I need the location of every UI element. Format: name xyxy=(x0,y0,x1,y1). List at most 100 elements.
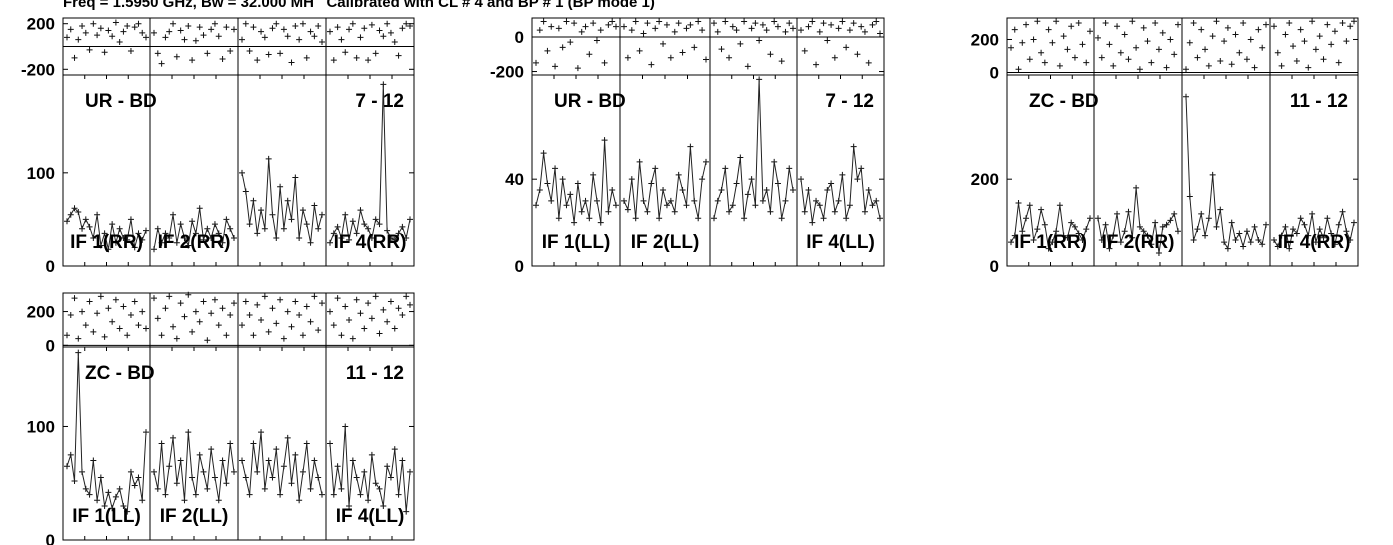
phase-point xyxy=(687,21,694,28)
amp-series-line xyxy=(1273,211,1355,249)
phase-point xyxy=(223,332,230,339)
phase-point xyxy=(219,56,226,63)
phase-point xyxy=(613,23,619,30)
panel-4: 200 0 100 0 ZC - BD 11 - 12 IF 1(LL) IF 2(LL) IF… xyxy=(27,291,415,545)
amp-point xyxy=(1087,215,1093,222)
phase-point xyxy=(1309,18,1316,25)
phase-point xyxy=(403,20,410,27)
y-tick-label: 200 xyxy=(27,303,55,322)
phase-point xyxy=(1098,54,1105,61)
phase-point xyxy=(1083,59,1090,66)
phase-point xyxy=(280,335,287,342)
phase-point xyxy=(196,24,203,31)
phase-point xyxy=(227,48,234,55)
phase-point xyxy=(372,293,379,300)
amp-point xyxy=(533,202,539,209)
y-tick-label: 0 xyxy=(515,257,524,276)
phase-point xyxy=(189,328,196,335)
phase-point xyxy=(763,27,770,34)
phase-point xyxy=(1202,46,1209,53)
amp-point xyxy=(319,211,325,218)
phase-point xyxy=(628,27,635,34)
y-tick-label: 0 xyxy=(46,336,55,355)
if-label: IF 4(LL) xyxy=(336,506,405,527)
phase-point xyxy=(1263,21,1269,28)
phase-point xyxy=(391,38,398,45)
phase-point xyxy=(265,328,272,335)
phase-point xyxy=(1095,34,1101,41)
phase-point xyxy=(208,26,215,33)
baseline-range-label: 7 - 12 xyxy=(825,91,874,112)
phase-point xyxy=(280,26,287,33)
phase-point xyxy=(820,20,827,27)
phase-point xyxy=(166,293,173,300)
phase-point xyxy=(64,34,70,41)
phase-point xyxy=(1114,23,1121,30)
phase-point xyxy=(1347,23,1354,30)
phase-point xyxy=(548,23,555,30)
phase-point xyxy=(64,332,70,339)
phase-point xyxy=(372,50,379,57)
phase-point xyxy=(846,27,853,34)
phase-point xyxy=(601,59,608,66)
phase-point xyxy=(660,40,667,47)
phase-point xyxy=(101,333,108,340)
phase-point xyxy=(143,325,149,332)
phase-point xyxy=(624,54,631,61)
phase-point xyxy=(346,317,353,323)
phase-point xyxy=(644,20,651,27)
baseline-label: UR - BD xyxy=(85,91,157,112)
phase-point xyxy=(239,36,245,43)
phase-point xyxy=(711,20,717,27)
phase-point xyxy=(349,335,356,342)
phase-point xyxy=(200,298,207,305)
phase-point xyxy=(835,25,842,32)
phase-point xyxy=(307,318,314,325)
phase-point xyxy=(1011,26,1018,33)
amp-series-line xyxy=(1097,187,1179,254)
baseline-range-label: 11 - 12 xyxy=(1290,91,1348,112)
phase-point xyxy=(296,311,303,318)
phase-point xyxy=(319,300,325,307)
phase-point xyxy=(544,47,551,54)
phase-point xyxy=(353,296,360,303)
phase-point xyxy=(307,28,314,35)
y-tick-label: -200 xyxy=(490,63,524,82)
phase-point xyxy=(143,34,149,41)
phase-point xyxy=(242,298,249,305)
phase-point xyxy=(86,298,93,305)
phase-point xyxy=(261,34,268,41)
phase-point xyxy=(1163,64,1170,71)
phase-point xyxy=(1224,24,1231,31)
phase-point xyxy=(609,18,616,25)
phase-point xyxy=(1331,28,1338,35)
phase-point xyxy=(231,300,237,307)
phase-point xyxy=(223,24,230,31)
phase-point xyxy=(219,305,226,312)
phase-point xyxy=(284,308,291,315)
panel-1: 200 -200 100 0 UR - BD 7 - 12 IF 1(RR) IF 2(RR)… xyxy=(21,15,415,276)
phase-point xyxy=(177,27,184,34)
y-tick-label: 200 xyxy=(971,30,999,49)
phase-point xyxy=(877,30,883,37)
if-label: IF 2(RR) xyxy=(1102,232,1175,253)
phase-point xyxy=(71,54,78,61)
phase-point xyxy=(1121,31,1128,38)
amp-point xyxy=(143,227,149,234)
phase-point xyxy=(1071,54,1078,61)
phase-point xyxy=(242,20,249,27)
amp-point xyxy=(231,235,237,242)
phase-point xyxy=(349,20,356,27)
plot-header: Freq = 1.5950 GHz, Bw = 32.000 MH Calibr… xyxy=(63,0,655,11)
phase-point xyxy=(1117,49,1124,56)
phase-point xyxy=(82,322,89,329)
phase-point xyxy=(124,22,131,29)
y-tick-label: 40 xyxy=(505,170,524,189)
phase-point xyxy=(858,23,865,30)
phase-point xyxy=(1316,33,1323,40)
phase-point xyxy=(555,25,562,32)
phase-point xyxy=(786,20,793,27)
phase-point xyxy=(192,37,199,44)
baseline-label: ZC - BD xyxy=(85,363,155,384)
